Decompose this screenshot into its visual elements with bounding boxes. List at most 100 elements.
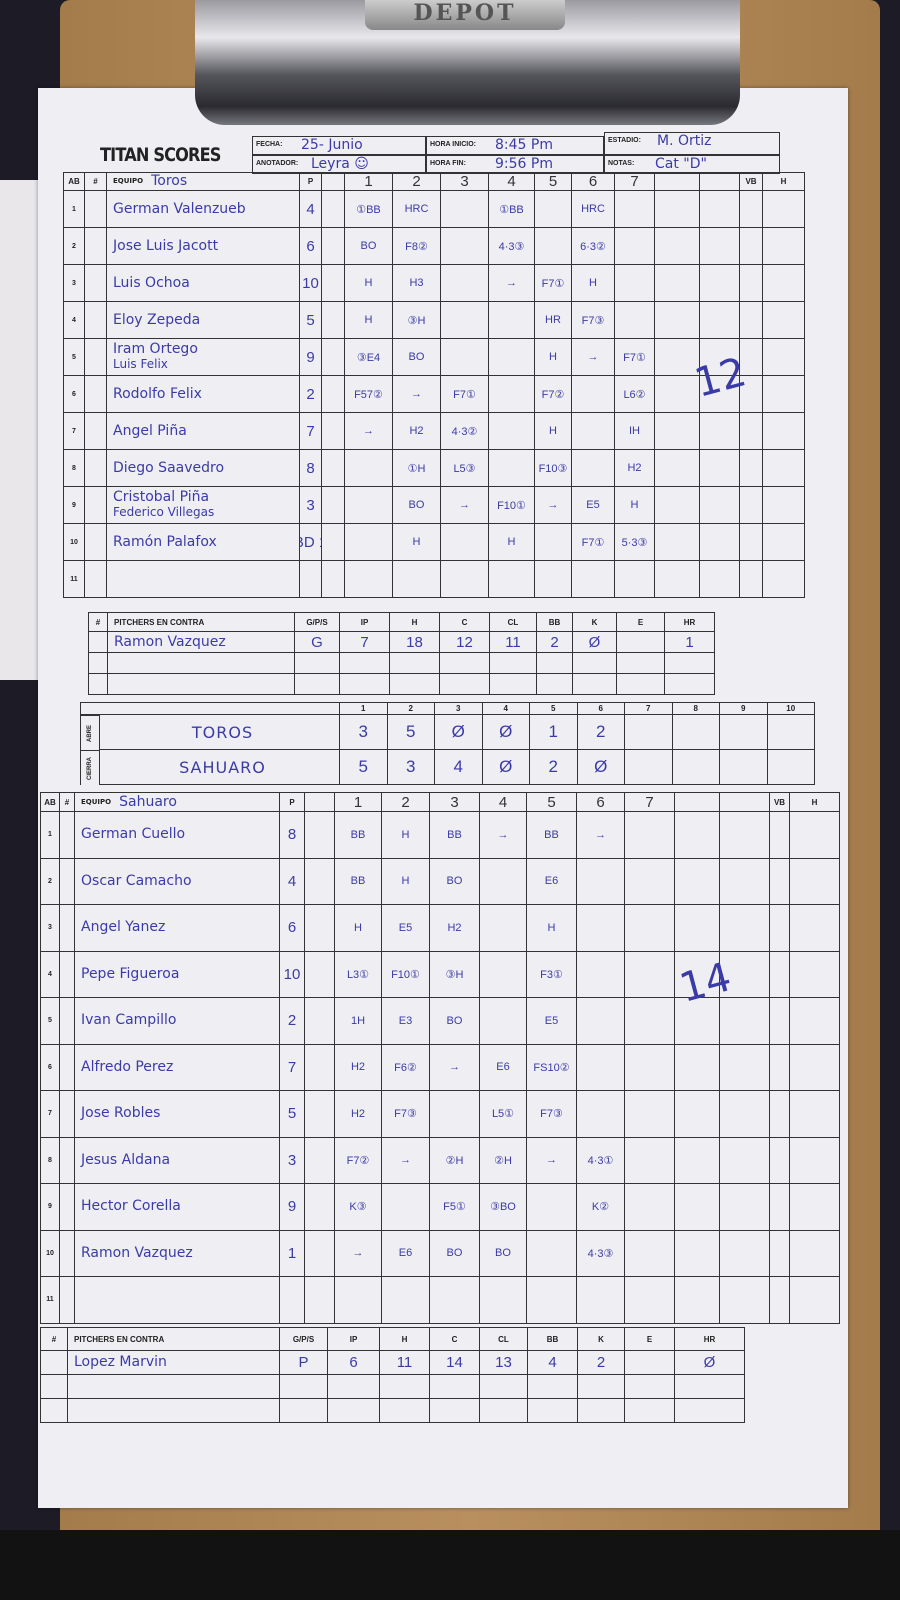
header-inning-4: 4	[480, 792, 527, 812]
header-inning-5: 5	[535, 172, 572, 191]
play-cell-inning-2	[382, 1277, 430, 1324]
play-cell-inning-6: K②	[577, 1184, 625, 1231]
hits-cell	[790, 858, 840, 905]
play-cell-inning-6	[577, 858, 625, 905]
anotador-field: ANOTADOR: Leyra ☺	[252, 155, 426, 174]
play-cell-inning-7: F7①	[615, 339, 655, 376]
play-cell-inning-5	[527, 1184, 577, 1231]
extra-inning-cell	[720, 1277, 770, 1324]
jersey-number	[85, 191, 107, 228]
jersey-number	[85, 450, 107, 487]
empty-cell	[390, 653, 440, 674]
clip-brand: DEPOT	[365, 0, 565, 30]
hora-fin-field: HORA FIN: 9:56 Pm	[426, 155, 604, 174]
vb-cell	[770, 905, 790, 952]
extra-inning-cell	[675, 998, 720, 1045]
play-cell-inning-3: ②H	[430, 1137, 480, 1184]
linescore-inning-1: 1	[340, 702, 388, 715]
play-cell-inning-7	[615, 302, 655, 339]
header-inning-7: 7	[625, 792, 675, 812]
pitcher-header-bb: BB	[537, 612, 573, 632]
empty-cell	[88, 674, 108, 695]
blank-cell	[305, 1137, 335, 1184]
play-cell-inning-2: H3	[393, 265, 441, 302]
empty-cell	[108, 674, 295, 695]
header-hits: H	[790, 792, 840, 812]
play-cell-inning-4: E6	[480, 1044, 527, 1091]
anotador-label: ANOTADOR:	[256, 160, 299, 167]
linescore-runs-inning-10	[767, 750, 815, 785]
header-blank	[305, 792, 335, 812]
play-cell-inning-3: ③H	[430, 951, 480, 998]
logo: TITAN SCORES	[100, 144, 221, 166]
team-name: Sahuaro	[119, 793, 177, 810]
player-position: 3	[280, 1137, 305, 1184]
empty-cell	[68, 1375, 280, 1399]
play-cell-inning-6	[577, 1044, 625, 1091]
play-cell-inning-1	[335, 1277, 382, 1324]
empty-cell	[380, 1399, 430, 1423]
header-equipo: EQUIPO Sahuaro	[75, 792, 280, 812]
extra-inning-cell	[655, 413, 700, 450]
play-cell-inning-5: H	[535, 413, 572, 450]
play-cell-inning-4: F10①	[489, 487, 535, 524]
empty-cell	[578, 1375, 625, 1399]
vb-cell	[740, 339, 763, 376]
linescore-inning-8: 8	[672, 702, 720, 715]
player-position: 6	[280, 905, 305, 952]
linescore-runs-inning-6: 2	[577, 715, 625, 750]
hora-inicio-value: 8:45 Pm	[495, 137, 553, 153]
blank-cell	[305, 998, 335, 1045]
linescore-runs-inning-8	[672, 715, 720, 750]
play-cell-inning-2: F7③	[382, 1091, 430, 1138]
linescore-inning-9: 9	[720, 702, 768, 715]
linescore-runs-inning-4: Ø	[482, 750, 530, 785]
play-cell-inning-5: F3①	[527, 951, 577, 998]
hits-cell	[763, 413, 805, 450]
blank-cell	[322, 561, 345, 598]
jersey-number	[60, 951, 75, 998]
extra-inning-cell	[655, 487, 700, 524]
player-position: 5	[280, 1091, 305, 1138]
player-name: German Cuello	[81, 826, 186, 843]
player-name-cell: Angel Piña	[107, 413, 300, 450]
play-cell-inning-7	[625, 812, 675, 859]
notas-field: NOTAS: Cat "D"	[604, 155, 780, 174]
blank-cell	[305, 858, 335, 905]
pitcher-header-bb: BB	[528, 1327, 578, 1351]
play-cell-inning-4	[480, 1277, 527, 1324]
extra-inning-cell	[700, 228, 740, 265]
extra-inning-cell	[720, 905, 770, 952]
player-name: Pepe Figueroa	[81, 965, 180, 982]
player-position	[300, 561, 322, 598]
hits-cell	[763, 376, 805, 413]
jersey-number	[60, 998, 75, 1045]
empty-cell	[665, 674, 715, 695]
extra-inning-cell	[700, 487, 740, 524]
linescore-runs-inning-5: 2	[530, 750, 578, 785]
header-extra	[675, 792, 720, 812]
empty-cell	[328, 1399, 380, 1423]
play-cell-inning-4	[489, 561, 535, 598]
pitcher-header-e: E	[617, 612, 665, 632]
estadio-field: ESTADIO: M. Ortiz	[604, 132, 780, 155]
empty-cell	[625, 1375, 675, 1399]
extra-inning-cell	[655, 302, 700, 339]
play-cell-inning-6	[572, 413, 615, 450]
play-cell-inning-7	[625, 1137, 675, 1184]
batting-order: 2	[63, 228, 85, 265]
linescore-inning-3: 3	[435, 702, 483, 715]
batting-order: 1	[40, 812, 60, 859]
fecha-field: FECHA: 25- Junio	[252, 136, 426, 155]
play-cell-inning-7: L6②	[615, 376, 655, 413]
blank-cell	[322, 265, 345, 302]
player-position: 4	[280, 858, 305, 905]
player-name: Diego Saavedro	[113, 459, 225, 476]
hits-cell	[763, 191, 805, 228]
linescore-runs-inning-1: 5	[340, 750, 388, 785]
linescore-runs-inning-7	[625, 715, 673, 750]
extra-inning-cell	[720, 858, 770, 905]
vb-cell	[770, 1277, 790, 1324]
player-name-cell: Jose Luis Jacott	[107, 228, 300, 265]
play-cell-inning-1: H	[345, 302, 393, 339]
